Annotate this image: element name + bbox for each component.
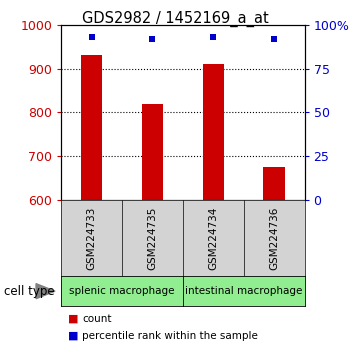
Bar <box>81 56 102 200</box>
Text: GDS2982 / 1452169_a_at: GDS2982 / 1452169_a_at <box>82 11 268 27</box>
Polygon shape <box>36 284 55 299</box>
Text: cell type: cell type <box>4 285 54 298</box>
Point <box>210 34 216 40</box>
Text: percentile rank within the sample: percentile rank within the sample <box>82 331 258 341</box>
Text: GSM224735: GSM224735 <box>147 206 158 270</box>
Bar <box>264 167 285 200</box>
Text: count: count <box>82 314 112 324</box>
Bar <box>203 64 224 200</box>
Text: splenic macrophage: splenic macrophage <box>69 286 175 296</box>
Point <box>271 36 277 42</box>
Text: ■: ■ <box>68 331 79 341</box>
Point <box>150 36 155 42</box>
Text: intestinal macrophage: intestinal macrophage <box>185 286 302 296</box>
Text: GSM224734: GSM224734 <box>208 206 218 270</box>
Bar <box>142 104 163 200</box>
Text: ■: ■ <box>68 314 79 324</box>
Text: GSM224733: GSM224733 <box>87 206 97 270</box>
Point <box>89 34 95 40</box>
Text: GSM224736: GSM224736 <box>269 206 279 270</box>
